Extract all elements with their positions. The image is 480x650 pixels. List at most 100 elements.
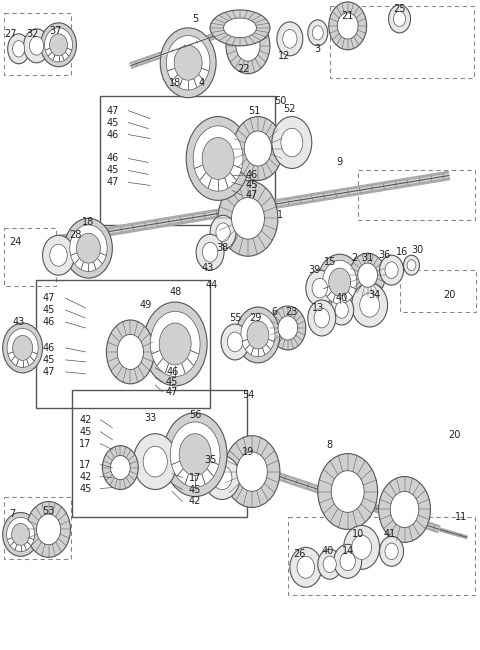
Text: 19: 19 [242, 447, 254, 457]
Ellipse shape [204, 456, 240, 499]
Text: 46: 46 [246, 170, 258, 181]
Text: 42: 42 [79, 471, 92, 482]
Text: 43: 43 [202, 263, 214, 273]
Ellipse shape [117, 334, 144, 369]
Ellipse shape [150, 311, 200, 376]
Text: 45: 45 [106, 118, 119, 127]
Text: 45: 45 [106, 166, 119, 176]
Ellipse shape [407, 260, 416, 270]
Ellipse shape [43, 235, 74, 275]
Text: 39: 39 [309, 265, 321, 275]
Text: 47: 47 [42, 367, 55, 377]
Bar [399, 270, 476, 312]
Text: 45: 45 [79, 484, 92, 493]
Text: 47: 47 [246, 190, 258, 200]
Text: 46: 46 [106, 153, 119, 164]
Text: 46: 46 [42, 317, 55, 327]
Ellipse shape [323, 556, 336, 573]
Ellipse shape [233, 116, 283, 181]
Text: 24: 24 [10, 237, 22, 247]
Ellipse shape [385, 543, 398, 560]
Text: 46: 46 [106, 129, 119, 140]
Ellipse shape [337, 13, 358, 39]
Ellipse shape [3, 512, 38, 556]
Bar [36, 280, 210, 408]
Text: 2: 2 [351, 254, 358, 263]
Text: 11: 11 [455, 512, 468, 523]
Ellipse shape [281, 128, 303, 157]
Text: 20: 20 [448, 430, 461, 439]
Ellipse shape [203, 242, 218, 262]
Text: 29: 29 [249, 313, 261, 323]
Text: 30: 30 [411, 245, 424, 255]
Ellipse shape [290, 547, 322, 587]
Text: 47: 47 [106, 177, 119, 187]
Text: 4: 4 [199, 78, 205, 88]
Text: 16: 16 [396, 247, 408, 257]
Ellipse shape [297, 556, 314, 578]
Bar [358, 170, 475, 220]
Ellipse shape [160, 28, 216, 98]
Ellipse shape [170, 422, 220, 488]
Ellipse shape [49, 34, 68, 56]
Text: 21: 21 [341, 11, 354, 21]
Text: 13: 13 [312, 303, 324, 313]
Text: 17: 17 [189, 473, 201, 482]
Ellipse shape [228, 332, 243, 352]
Text: 41: 41 [384, 529, 396, 539]
Ellipse shape [221, 324, 249, 360]
Text: 45: 45 [79, 426, 92, 437]
Ellipse shape [64, 218, 112, 278]
Ellipse shape [340, 552, 355, 571]
Text: 51: 51 [248, 105, 260, 116]
Text: 54: 54 [242, 390, 254, 400]
Text: 47: 47 [106, 105, 119, 116]
Ellipse shape [352, 283, 387, 327]
Text: 26: 26 [294, 549, 306, 560]
Text: 46: 46 [166, 367, 179, 377]
Ellipse shape [323, 261, 357, 304]
Ellipse shape [12, 40, 24, 57]
Ellipse shape [380, 536, 404, 566]
Ellipse shape [218, 181, 278, 256]
Text: 45: 45 [166, 377, 179, 387]
Text: 28: 28 [69, 230, 82, 240]
Ellipse shape [308, 300, 336, 336]
Ellipse shape [163, 413, 227, 497]
Ellipse shape [212, 465, 232, 489]
Ellipse shape [216, 223, 230, 242]
Ellipse shape [202, 138, 234, 179]
Ellipse shape [3, 323, 43, 373]
Ellipse shape [224, 436, 280, 508]
Ellipse shape [312, 26, 323, 40]
Text: 23: 23 [286, 307, 298, 317]
Text: 10: 10 [351, 529, 364, 539]
Text: 49: 49 [139, 300, 151, 310]
Text: 40: 40 [322, 547, 334, 556]
Ellipse shape [278, 316, 298, 340]
Ellipse shape [360, 293, 380, 317]
Ellipse shape [76, 233, 100, 263]
Ellipse shape [329, 2, 367, 50]
Ellipse shape [334, 544, 361, 578]
Text: 12: 12 [278, 51, 290, 61]
Ellipse shape [312, 278, 327, 298]
Ellipse shape [241, 313, 275, 357]
Text: 48: 48 [169, 287, 181, 297]
Ellipse shape [8, 34, 30, 64]
Ellipse shape [7, 328, 38, 367]
Text: 47: 47 [42, 293, 55, 303]
Ellipse shape [318, 254, 361, 310]
Text: 36: 36 [378, 250, 391, 260]
Ellipse shape [29, 36, 44, 55]
Ellipse shape [167, 36, 210, 90]
Text: 5: 5 [192, 14, 198, 24]
Ellipse shape [24, 29, 49, 63]
Text: 47: 47 [166, 387, 179, 396]
Ellipse shape [314, 308, 329, 328]
Ellipse shape [210, 215, 236, 249]
Ellipse shape [143, 447, 168, 477]
Ellipse shape [247, 321, 269, 349]
Text: 42: 42 [79, 415, 92, 424]
Ellipse shape [331, 471, 364, 512]
